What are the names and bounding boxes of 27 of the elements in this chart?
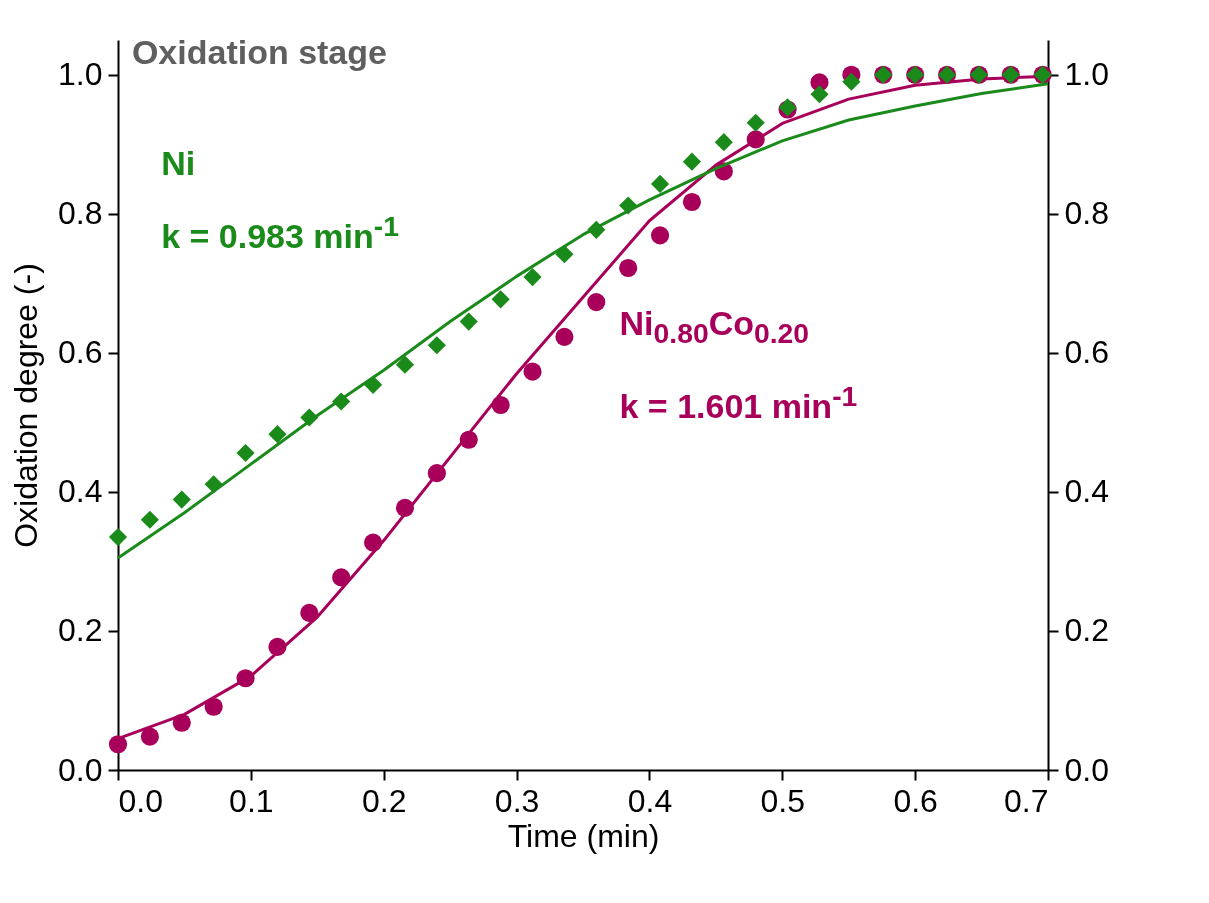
- y-axis-title: Oxidation degree (-): [8, 263, 45, 548]
- y-tick-label: 0.0: [58, 751, 103, 788]
- y2-tick-label: 0.8: [1064, 195, 1109, 232]
- y2-tick-label: 0.2: [1064, 612, 1109, 649]
- annotation: Oxidation stage: [131, 32, 387, 71]
- y-tick-label: 0.2: [58, 612, 103, 649]
- series-label: Ni$_{0.80}$Co$_{0.20}$: [619, 303, 810, 349]
- y2-tick-label: 1.0: [1064, 56, 1109, 93]
- x-tick-label: 0.5: [760, 782, 806, 819]
- y-tick-label: 0.8: [58, 195, 103, 232]
- y2-tick-label: 0.6: [1064, 334, 1109, 371]
- annotation: k = 1.601 min$^{-1}$: [619, 380, 858, 426]
- y2-tick-label: 0.4: [1064, 473, 1109, 510]
- x-tick-label: 0.3: [494, 782, 540, 819]
- x-tick-label: 0.0: [118, 782, 163, 819]
- y2-tick-label: 0.0: [1064, 751, 1109, 788]
- x-tick-label: 0.2: [361, 782, 407, 819]
- x-tick-label: 0.4: [627, 782, 673, 819]
- text: Ni: [161, 144, 196, 182]
- y-tick-label: 0.6: [58, 334, 103, 371]
- x-tick-label: 0.6: [893, 782, 938, 819]
- x-tick-label: 0.7: [1004, 782, 1049, 819]
- y-tick-label: 1.0: [58, 56, 103, 93]
- x-axis-title: Time (min): [507, 817, 660, 854]
- annotation: k = 0.983 min$^{-1}$: [161, 210, 399, 256]
- y-tick-label: 0.4: [58, 473, 103, 510]
- x-tick-label: 0.1: [229, 782, 274, 819]
